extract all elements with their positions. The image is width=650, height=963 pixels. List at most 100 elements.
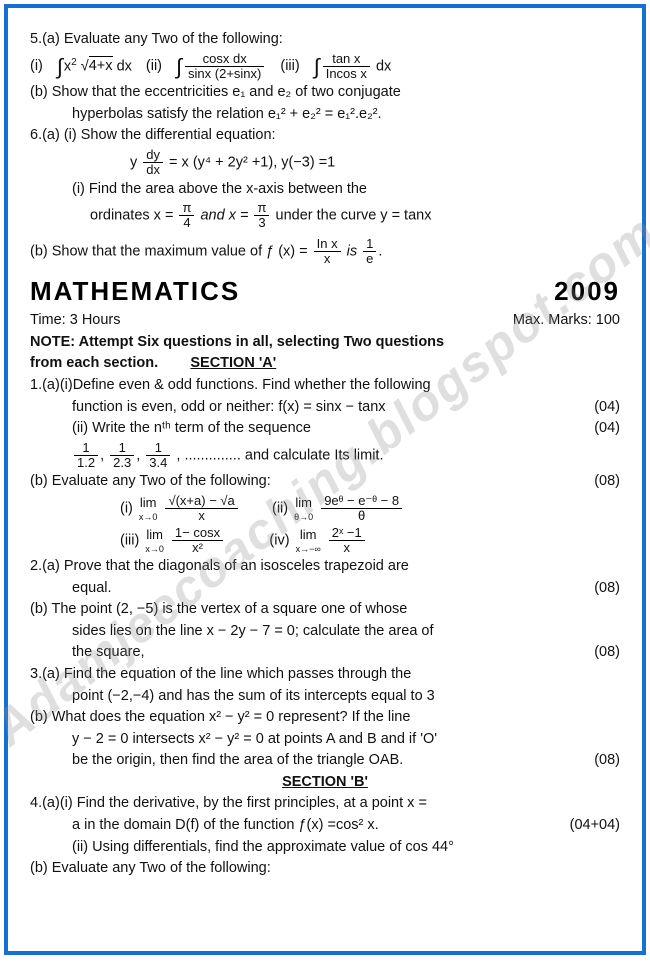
title-row: MATHEMATICS 2009: [30, 276, 620, 307]
lii-l: (ii): [272, 500, 288, 516]
q4aii: (ii) Using differentials, find the appro…: [30, 838, 620, 858]
limx0a: x→0: [139, 511, 158, 523]
q6b-txt: (b) Show that the maximum value of ƒ (x)…: [30, 243, 308, 259]
note: NOTE: Attempt Six questions in all, sele…: [30, 333, 620, 353]
section-a: SECTION 'A': [190, 354, 276, 374]
q6-rhs: = x (y⁴ + 2y² +1), y(−3) =1: [169, 155, 335, 171]
q2b-m: (08): [594, 643, 620, 663]
liv-n: 2ˣ −1: [329, 526, 365, 541]
time-marks: Time: 3 Hours Max. Marks: 100: [30, 311, 620, 331]
q3b: (b) What does the equation x² − y² = 0 r…: [30, 708, 620, 728]
q1b: (b) Evaluate any Two of the following: (0…: [30, 472, 620, 492]
pi1: π: [179, 201, 194, 216]
s1n: 1: [74, 441, 98, 456]
q2a-m: (08): [594, 579, 620, 599]
lii-n: 9eᶿ − e⁻ᶿ − 8: [321, 494, 402, 509]
q1b-m: (08): [594, 472, 620, 492]
q1aii: (ii) Write the nᵗʰ term of the sequence (…: [30, 419, 620, 439]
title-right: 2009: [554, 276, 620, 307]
q2a2-t: equal.: [72, 580, 112, 596]
section-b-row: SECTION 'B': [30, 773, 620, 793]
s3n: 1: [146, 441, 170, 456]
q5a-iii-num: tan x: [323, 52, 370, 67]
q2b3: the square, (08): [30, 643, 620, 663]
pi2: π: [254, 201, 269, 216]
q3b2: y − 2 = 0 intersects x² − y² = 0 at poin…: [30, 730, 620, 750]
q5a-i-label: (i): [30, 57, 43, 77]
q4ai2: a in the domain D(f) of the function ƒ(x…: [30, 816, 620, 836]
q6-dy: dy: [143, 148, 163, 163]
q6a: 6.(a) (i) Show the differential equation…: [30, 126, 620, 146]
q6-y: y: [130, 155, 137, 171]
q6b-is: is: [347, 243, 357, 259]
s2n: 1: [110, 441, 134, 456]
q5a-ii-label: (ii): [146, 57, 162, 77]
q3b-m: (08): [594, 751, 620, 771]
seq: 11.2, 12.3, 13.4 , .............. and ca…: [30, 441, 620, 471]
q1b-t: (b) Evaluate any Two of the following:: [30, 473, 271, 489]
q6b-1: 1: [363, 237, 376, 252]
marks: Max. Marks: 100: [513, 311, 620, 331]
q1ai2-t: function is even, odd or neither: f(x) =…: [72, 399, 386, 415]
section-b: SECTION 'B': [282, 773, 368, 793]
note2: from each section. SECTION 'A': [30, 354, 620, 374]
q5a-i-dx: dx: [117, 58, 132, 74]
q5b-2: hyperbolas satisfy the relation e₁² + e₂…: [30, 105, 620, 125]
q2b2: sides lies on the line x − 2y − 7 = 0; c…: [30, 622, 620, 642]
q2a2: equal. (08): [30, 579, 620, 599]
limth: θ→0: [294, 511, 313, 523]
q6b-dot: .: [378, 243, 382, 259]
limx0b: x→0: [145, 543, 164, 555]
q4b: (b) Evaluate any Two of the following:: [30, 859, 620, 879]
q5b-1: (b) Show that the eccentricities e₁ and …: [30, 83, 620, 103]
q3b3-t: be the origin, then find the area of the…: [72, 752, 403, 768]
q2b: (b) The point (2, −5) is the vertex of a…: [30, 600, 620, 620]
q1ai-m: (04): [594, 398, 620, 418]
li-d: x: [165, 509, 237, 523]
liii-l: (iii): [120, 532, 139, 548]
q2b3-t: the square,: [72, 644, 145, 660]
q6b: (b) Show that the maximum value of ƒ (x)…: [30, 237, 620, 267]
q4ai-m: (04+04): [570, 816, 620, 836]
q5a: 5.(a) Evaluate any Two of the following:: [30, 30, 620, 50]
lii-d: θ: [321, 509, 402, 523]
liv-d: x: [329, 541, 365, 555]
q6b-e: e: [363, 252, 376, 266]
liii-d: x²: [172, 541, 223, 555]
q1aii-m: (04): [594, 419, 620, 439]
q6ai3: ordinates x = π4 and x = π3 under the cu…: [30, 201, 620, 231]
q1aii-t: (ii) Write the nᵗʰ term of the sequence: [72, 420, 311, 436]
page-frame: Adamjeecoaching.blogspot.com 5.(a) Evalu…: [4, 4, 646, 955]
q5a-iii-dx: dx: [376, 58, 391, 74]
d4: 4: [179, 216, 194, 230]
lims-row2: (iii) limx→0 1− cosxx² (iv) limx→−∞ 2ˣ −…: [30, 526, 620, 556]
li-l: (i): [120, 500, 133, 516]
q6b-den: x: [314, 252, 341, 266]
q3a2: point (−2,−4) and has the sum of its int…: [30, 687, 620, 707]
q3b3: be the origin, then find the area of the…: [30, 751, 620, 771]
q6ai2: (i) Find the area above the x-axis betwe…: [30, 180, 620, 200]
q6ai3-a: ordinates x =: [90, 208, 173, 224]
q4ai: 4.(a)(i) Find the derivative, by the fir…: [30, 794, 620, 814]
s1d: 1.2: [74, 456, 98, 470]
li-n: √(x+a) − √a: [165, 494, 237, 509]
q5a-integrals: (i) ∫x2 √4+x dx (ii) ∫cosx dxsinx (2+sin…: [30, 52, 620, 82]
q6b-num: In x: [314, 237, 341, 252]
time: Time: 3 Hours: [30, 312, 121, 328]
q3a: 3.(a) Find the equation of the line whic…: [30, 665, 620, 685]
liii-n: 1− cosx: [172, 526, 223, 541]
q5a-ii-den: sinx (2+sinx): [185, 67, 264, 81]
q5a-iii-den: Incos x: [323, 67, 370, 81]
title-left: MATHEMATICS: [30, 276, 240, 307]
q6ai3-end: under the curve y = tanx: [276, 208, 432, 224]
limxinf: x→−∞: [296, 543, 321, 555]
d3: 3: [254, 216, 269, 230]
q5a-i-rad: 4+x: [89, 56, 113, 74]
q2a: 2.(a) Prove that the diagonals of an iso…: [30, 557, 620, 577]
q5a-ii-num: cosx dx: [185, 52, 264, 67]
seq-end: , .............. and calculate Its limit…: [176, 447, 383, 463]
note2-txt: from each section.: [30, 355, 158, 371]
q1ai: 1.(a)(i)Define even & odd functions. Fin…: [30, 376, 620, 396]
liv-l: (iv): [269, 532, 289, 548]
q5a-iii-label: (iii): [280, 57, 299, 77]
